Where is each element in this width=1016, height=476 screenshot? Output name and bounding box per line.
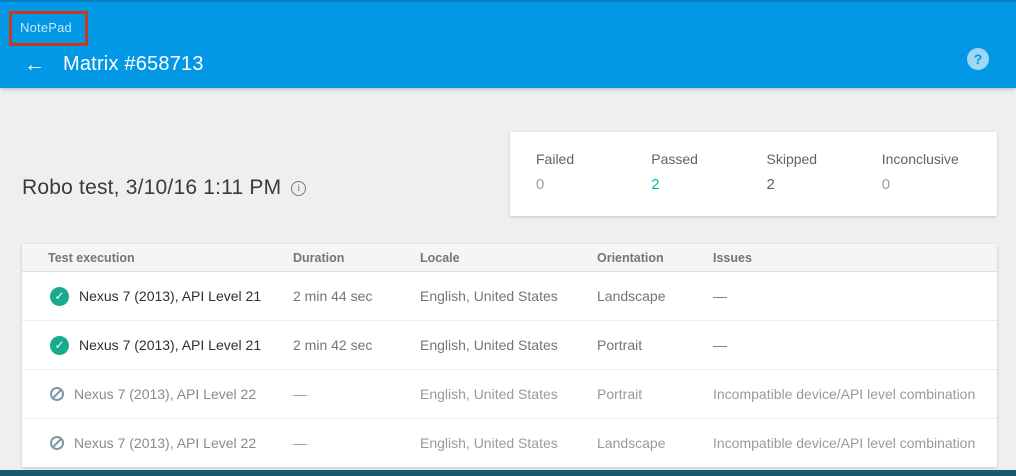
orientation-cell: Portrait <box>597 337 643 353</box>
info-icon[interactable]: i <box>291 180 307 196</box>
duration-cell: 2 min 44 sec <box>293 288 373 304</box>
column-header-orientation: Orientation <box>597 250 664 265</box>
passed-check-icon: ✓ <box>50 286 69 306</box>
back-arrow-icon[interactable]: ← <box>24 52 45 76</box>
toolbar: ← Matrix #658713 ? <box>0 46 1016 82</box>
locale-cell: English, United States <box>420 337 558 353</box>
summary-skipped: Skipped 2 <box>767 151 882 216</box>
issues-cell: — <box>713 288 727 304</box>
passed-check-icon: ✓ <box>50 335 69 355</box>
table-row[interactable]: Nexus 7 (2013), API Level 22 — English, … <box>22 419 997 467</box>
test-executions-table: Test execution Duration Locale Orientati… <box>22 244 997 467</box>
test-execution-cell: ✓ Nexus 7 (2013), API Level 21 <box>22 286 293 306</box>
skipped-blocked-icon <box>50 387 64 401</box>
test-execution-cell: ✓ Nexus 7 (2013), API Level 21 <box>22 335 293 355</box>
duration-cell: 2 min 42 sec <box>293 337 373 353</box>
device-name: Nexus 7 (2013), API Level 22 <box>74 386 257 402</box>
device-name: Nexus 7 (2013), API Level 21 <box>79 288 262 304</box>
bottom-strip <box>0 470 1016 476</box>
locale-cell: English, United States <box>420 435 558 451</box>
issues-cell: Incompatible device/API level combinatio… <box>713 435 976 451</box>
orientation-cell: Portrait <box>597 386 643 402</box>
column-header-locale: Locale <box>420 250 460 265</box>
duration-cell: — <box>293 435 307 451</box>
app-label: NotePad <box>20 20 72 35</box>
summary-failed: Failed 0 <box>536 151 651 216</box>
table-row[interactable]: Nexus 7 (2013), API Level 22 — English, … <box>22 370 997 419</box>
app-bar: NotePad ← Matrix #658713 ? <box>0 0 1016 88</box>
column-header-duration: Duration <box>293 250 345 265</box>
results-summary-card: Failed 0 Passed 2 Skipped 2 Inconclusive… <box>510 132 997 216</box>
column-header-test-execution: Test execution <box>48 250 135 265</box>
summary-label: Failed <box>536 151 575 167</box>
locale-cell: English, United States <box>420 386 558 402</box>
duration-cell: — <box>293 386 307 402</box>
column-header-issues: Issues <box>713 250 752 265</box>
orientation-cell: Landscape <box>597 435 666 451</box>
summary-value: 0 <box>881 176 891 193</box>
issues-cell: Incompatible device/API level combinatio… <box>713 386 976 402</box>
table-row[interactable]: ✓ Nexus 7 (2013), API Level 21 2 min 42 … <box>22 321 997 370</box>
summary-label: Passed <box>651 151 698 167</box>
device-name: Nexus 7 (2013), API Level 21 <box>79 337 262 353</box>
table-row[interactable]: ✓ Nexus 7 (2013), API Level 21 2 min 44 … <box>22 272 997 321</box>
summary-passed: Passed 2 <box>651 151 766 216</box>
test-execution-cell: Nexus 7 (2013), API Level 22 <box>22 435 293 451</box>
table-header: Test execution Duration Locale Orientati… <box>22 244 997 272</box>
summary-value: 2 <box>766 176 775 193</box>
device-name: Nexus 7 (2013), API Level 22 <box>74 435 257 451</box>
test-title: Robo test, 3/10/16 1:11 PM <box>22 176 282 199</box>
help-icon[interactable]: ? <box>967 48 989 70</box>
page-title: Matrix #658713 <box>63 52 204 75</box>
summary-inconclusive: Inconclusive 0 <box>882 151 997 216</box>
summary-value: 0 <box>536 176 545 193</box>
test-execution-cell: Nexus 7 (2013), API Level 22 <box>22 386 293 402</box>
locale-cell: English, United States <box>420 288 558 304</box>
summary-label: Inconclusive <box>881 151 959 167</box>
table-body: ✓ Nexus 7 (2013), API Level 21 2 min 44 … <box>22 272 997 467</box>
orientation-cell: Landscape <box>597 288 666 304</box>
skipped-blocked-icon <box>50 436 64 450</box>
summary-value: 2 <box>651 176 660 193</box>
summary-label: Skipped <box>766 151 818 167</box>
test-heading: Robo test, 3/10/16 1:11 PM i <box>22 176 307 200</box>
issues-cell: — <box>713 337 727 353</box>
